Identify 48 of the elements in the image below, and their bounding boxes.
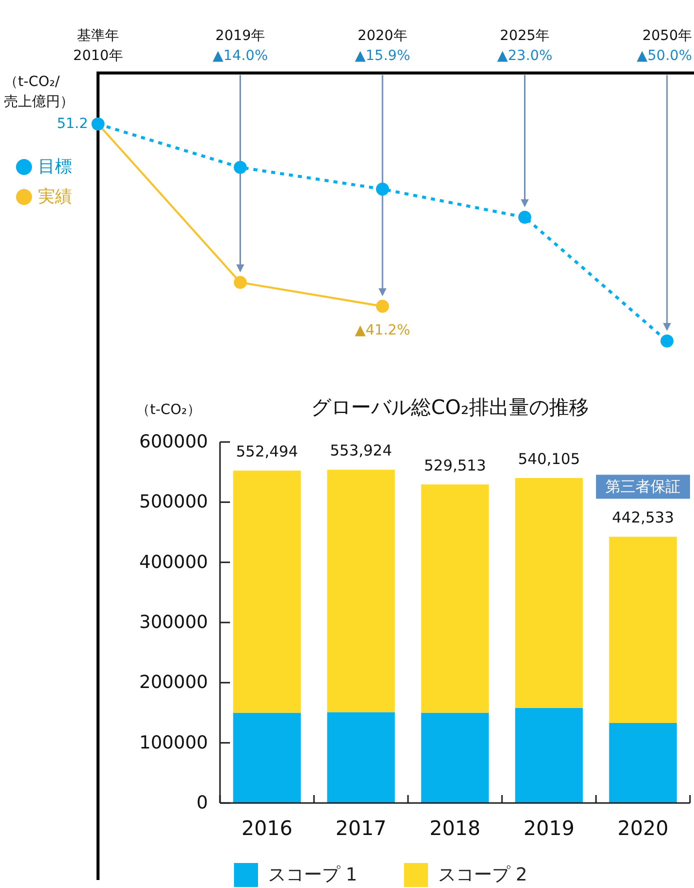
total-label: 540,105 xyxy=(518,450,580,468)
y-tick-label: 100000 xyxy=(139,732,208,754)
total-label: 529,513 xyxy=(424,456,486,474)
x-tick-label: 2025年 ▲23.0% xyxy=(497,28,552,64)
total-label: 553,924 xyxy=(330,442,392,460)
legend-label: スコープ 1 xyxy=(268,864,358,886)
y-tick-label: 200000 xyxy=(139,672,208,694)
point xyxy=(376,300,389,313)
y-tick-label: 600000 xyxy=(139,432,208,452)
bar xyxy=(515,478,583,708)
annotation: 第三者保証 xyxy=(606,478,680,496)
legend-label: 目標 xyxy=(38,157,72,177)
y-tick-label: 0 xyxy=(196,792,208,814)
bar xyxy=(233,470,301,713)
point xyxy=(518,210,532,224)
bar xyxy=(515,708,583,803)
x-tick-label: 2017 xyxy=(336,816,386,840)
bar xyxy=(233,712,301,803)
y-axis-title: （t-CO₂） xyxy=(136,402,201,418)
bar xyxy=(327,470,395,712)
x-tick-label: 2016 xyxy=(242,816,292,840)
x-tick-label: 2019年 ▲14.0% xyxy=(212,28,268,64)
point xyxy=(660,334,674,348)
chart-title: グローバル総CO₂排出量の推移 xyxy=(311,395,589,419)
legend-label: スコープ 2 xyxy=(438,864,528,886)
bar xyxy=(421,484,489,713)
bar xyxy=(609,536,677,723)
bar xyxy=(421,712,489,803)
x-tick-label: 2018 xyxy=(430,816,480,840)
annotation: 51.2 xyxy=(56,116,88,132)
x-tick-label: 2020 xyxy=(618,816,668,840)
y-tick-label: 500000 xyxy=(139,492,208,513)
y-tick-label: 400000 xyxy=(139,552,208,573)
bar xyxy=(609,722,677,803)
x-tick-label: 2020年 ▲15.9% xyxy=(354,28,410,64)
point xyxy=(234,160,247,174)
total-label: 552,494 xyxy=(236,442,298,461)
bar xyxy=(327,712,395,803)
x-tick-label: 2050年 ▲50.0% xyxy=(636,28,692,64)
annotation: ▲41.2% xyxy=(354,322,410,338)
total-label: 442,533 xyxy=(612,508,674,527)
point xyxy=(234,276,247,289)
point xyxy=(376,182,389,196)
x-tick-label: 2019 xyxy=(524,816,574,840)
y-axis-title: （t-CO₂/ 売上億円） xyxy=(4,74,74,110)
legend-label: 実績 xyxy=(38,187,72,207)
x-tick-label: 基準年 2010年 xyxy=(73,28,123,64)
y-tick-label: 300000 xyxy=(139,612,208,633)
